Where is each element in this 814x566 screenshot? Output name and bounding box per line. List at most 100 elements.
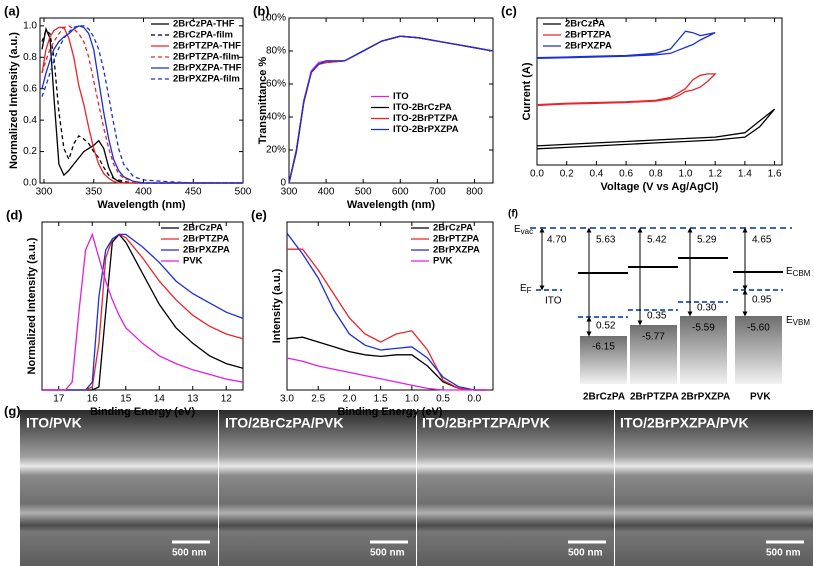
y-tick-label: 1.0	[23, 20, 37, 31]
ecbm-label: ECBM	[786, 266, 811, 278]
y-tick-label: 0.8	[23, 52, 37, 63]
x-tick-label: 700	[429, 187, 446, 198]
data-line	[536, 73, 717, 107]
sem-title: ITO/2BrPTZPA/PVK	[422, 415, 550, 431]
x-tick-label: 1.4	[738, 169, 752, 180]
vbm-box	[580, 336, 627, 384]
value-label: 0.52	[596, 321, 616, 332]
legend-label: 2BrPTZPA-film	[173, 52, 239, 63]
x-tick-label: 300	[36, 187, 53, 198]
data-line	[41, 29, 243, 184]
legend-label: 2BrCzPA	[183, 223, 223, 234]
data-line	[41, 25, 243, 184]
x-tick-label: 1.6	[768, 169, 782, 180]
legend-label: 2BrPXZPA-film	[173, 74, 240, 85]
data-line	[288, 35, 494, 184]
sem-image: ITO/2BrPXZPA/PVK 500 nm	[615, 410, 813, 566]
value-label: -5.77	[642, 332, 665, 343]
vbm-box	[630, 325, 677, 384]
y-tick-label: 60%	[266, 79, 286, 90]
x-tick-label: 0.5	[436, 394, 450, 405]
e: E	[520, 283, 527, 294]
scale-label: 500 nm	[370, 548, 405, 559]
y-axis-label: Normalized Intensity (a.u.)	[8, 32, 20, 169]
sem-image: ITO/2BrPTZPA/PVK 500 nm	[417, 410, 614, 566]
value-label: -5.59	[692, 323, 715, 334]
chart-panel: 3.0 2.5 2.0 1.5 1.0 0.5 0.0 2BrCzPA2BrPTZPA2BrP…	[251, 207, 494, 418]
value-label: 5.42	[647, 235, 667, 246]
data-line	[42, 233, 244, 391]
x-tick-label: 0.2	[560, 169, 574, 180]
legend-label: PVK	[433, 256, 453, 267]
legend-label: 2BrCzPA	[433, 223, 473, 234]
plot-frame	[536, 17, 783, 166]
x-tick-label: 16	[87, 394, 99, 405]
x-tick-label: 800	[466, 187, 483, 198]
panel-label: (e)	[251, 207, 267, 222]
legend-label: ITO	[393, 91, 409, 102]
y-axis-label: Normalized Intensity (a.u.)	[26, 237, 38, 374]
legend-label: 2BrPTZPA	[433, 234, 479, 245]
data-line	[288, 35, 494, 184]
energy-diagram: (f) Evac EF ECBM EVBM 4.70 ITO 5.63 0.52…	[508, 209, 811, 403]
data-line	[41, 26, 243, 184]
chart-panel: 300 350 400 450 500 0.0 0.2 0.4 0.6 0.8 1.0 2BrCzPA…	[4, 3, 252, 210]
x-tick-label: 3.0	[280, 394, 294, 405]
x-tick-label: 350	[85, 187, 102, 198]
vbm-box	[735, 316, 782, 384]
legend-label: 2BrCzPA-THF	[173, 19, 235, 30]
x-tick-label: 600	[392, 187, 409, 198]
data-line	[42, 233, 244, 391]
evac-label: Evac	[514, 224, 533, 236]
value-label: -5.60	[747, 323, 770, 334]
value-label: -6.15	[592, 342, 615, 353]
panel-label: (f)	[508, 209, 518, 220]
plot-frame	[288, 17, 494, 184]
data-line	[286, 357, 487, 391]
x-tick-label: 1.5	[374, 394, 388, 405]
x-tick-label: 0.0	[530, 169, 544, 180]
y-tick-label: 80%	[266, 46, 286, 57]
column-name: 2BrCzPA	[583, 392, 625, 403]
y-tick-label: 0.4	[23, 115, 37, 126]
x-tick-label: 15	[120, 394, 132, 405]
value-label: 0.35	[647, 311, 667, 322]
evbm-label: EVBM	[786, 315, 810, 327]
panel-label: (a)	[4, 3, 20, 18]
chart-panel: 300 400 500 600 700 800020%40%60%80%100%ITOIT…	[253, 3, 494, 211]
scale-label: 500 nm	[172, 548, 207, 559]
y-tick-label: 0	[280, 178, 286, 189]
sem-title: ITO/PVK	[26, 415, 82, 431]
sem-title: ITO/2BrCzPA/PVK	[225, 415, 344, 431]
x-tick-label: 14	[154, 394, 166, 405]
x-tick-label: 13	[187, 394, 199, 405]
plot-frame	[286, 221, 494, 391]
data-line	[288, 35, 494, 184]
legend-label: 2BrPXZPA	[183, 245, 230, 256]
legend-label: 2BrPTZPA	[565, 30, 611, 41]
x-tick-label: 450	[185, 187, 202, 198]
chart-panel: 0.0 0.2 0.4 0.6 0.8 1.0 1.2 1.4 1.6 2BrCzPA2BrPTZ…	[501, 3, 783, 193]
legend-label: 2BrPXZPA	[565, 41, 612, 52]
data-line	[42, 232, 244, 391]
x-tick-label: 17	[53, 394, 65, 405]
column-name: 2BrPTZPA	[630, 392, 679, 403]
x-axis-label: Binding Energy (eV)	[90, 406, 195, 418]
x-tick-label: 400	[135, 187, 152, 198]
x-tick-label: 400	[318, 187, 335, 198]
value-label: 0.30	[697, 303, 717, 314]
legend-label: PVK	[183, 256, 203, 267]
panel-label: (b)	[253, 3, 270, 18]
value-label: 4.65	[752, 235, 772, 246]
x-axis-label: Voltage (V vs Ag/AgCl)	[601, 181, 719, 193]
e: E	[514, 224, 521, 235]
legend-label: 2BrPTZPA-THF	[173, 41, 241, 52]
e: E	[786, 315, 793, 326]
sub: vac	[521, 227, 533, 236]
vbm-box	[680, 316, 727, 384]
legend-label: 2BrCzPA	[565, 19, 605, 30]
data-line	[41, 25, 243, 184]
x-axis-label: Wavelength (nm)	[97, 199, 186, 211]
column-name: PVK	[750, 392, 771, 403]
